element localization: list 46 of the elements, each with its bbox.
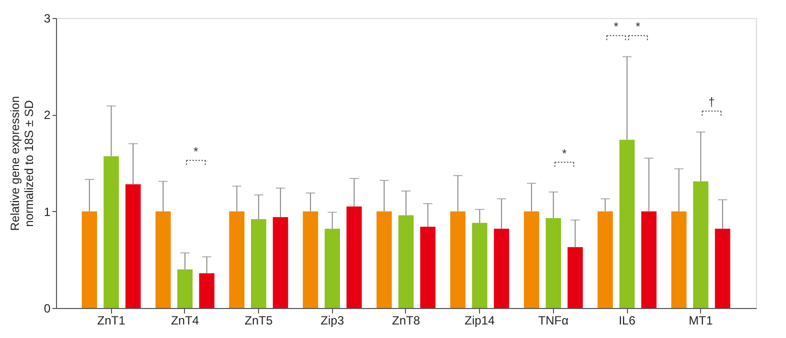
- y-axis-title: Relative gene expression normalized to 18S ± SD: [8, 96, 36, 231]
- bar: [125, 184, 141, 308]
- bar: [346, 206, 362, 308]
- bar: [272, 217, 288, 308]
- x-tick-label: MT1: [688, 314, 714, 328]
- bar: [420, 226, 436, 308]
- bar: [155, 211, 171, 308]
- bar: [104, 156, 119, 308]
- bar: [494, 228, 510, 308]
- y-tick-label: 0: [44, 302, 51, 316]
- x-tick-label: ZnT1: [97, 314, 126, 328]
- x-tick-label: Zip3: [320, 314, 344, 328]
- y-tick-label: 1: [44, 204, 51, 219]
- x-tick-label: ZnT5: [244, 314, 273, 328]
- bar: [324, 228, 340, 308]
- bar: [199, 273, 214, 308]
- annotation: *: [636, 20, 641, 34]
- bar: [524, 211, 540, 308]
- bar: [598, 211, 613, 308]
- annotation: †: [708, 95, 715, 110]
- annotation: *: [194, 144, 199, 158]
- bar: [693, 181, 708, 308]
- bar: [250, 219, 266, 308]
- bar: [568, 247, 583, 308]
- bar: [671, 211, 687, 308]
- bar: [472, 222, 488, 308]
- x-tick-label: IL6: [618, 314, 636, 328]
- bar: [177, 269, 193, 308]
- y-tick-label: 2: [44, 108, 51, 122]
- annotation: *: [614, 20, 619, 34]
- bar: [450, 211, 466, 308]
- x-tick-label: ZnT4: [170, 314, 200, 328]
- bar: [82, 211, 98, 308]
- bar: [619, 140, 635, 308]
- x-tick-label: Zip14: [464, 314, 496, 328]
- x-tick-label: ZnT8: [392, 314, 420, 328]
- bar: [229, 211, 244, 308]
- y-tick-label: 3: [44, 12, 51, 26]
- bar: [546, 218, 562, 308]
- bar: [302, 211, 318, 308]
- bar: [714, 228, 730, 308]
- bar: [641, 211, 657, 308]
- bar: [376, 211, 392, 308]
- x-tick-label: TNFα: [538, 314, 569, 328]
- bar: [398, 215, 414, 308]
- annotation: *: [562, 146, 567, 160]
